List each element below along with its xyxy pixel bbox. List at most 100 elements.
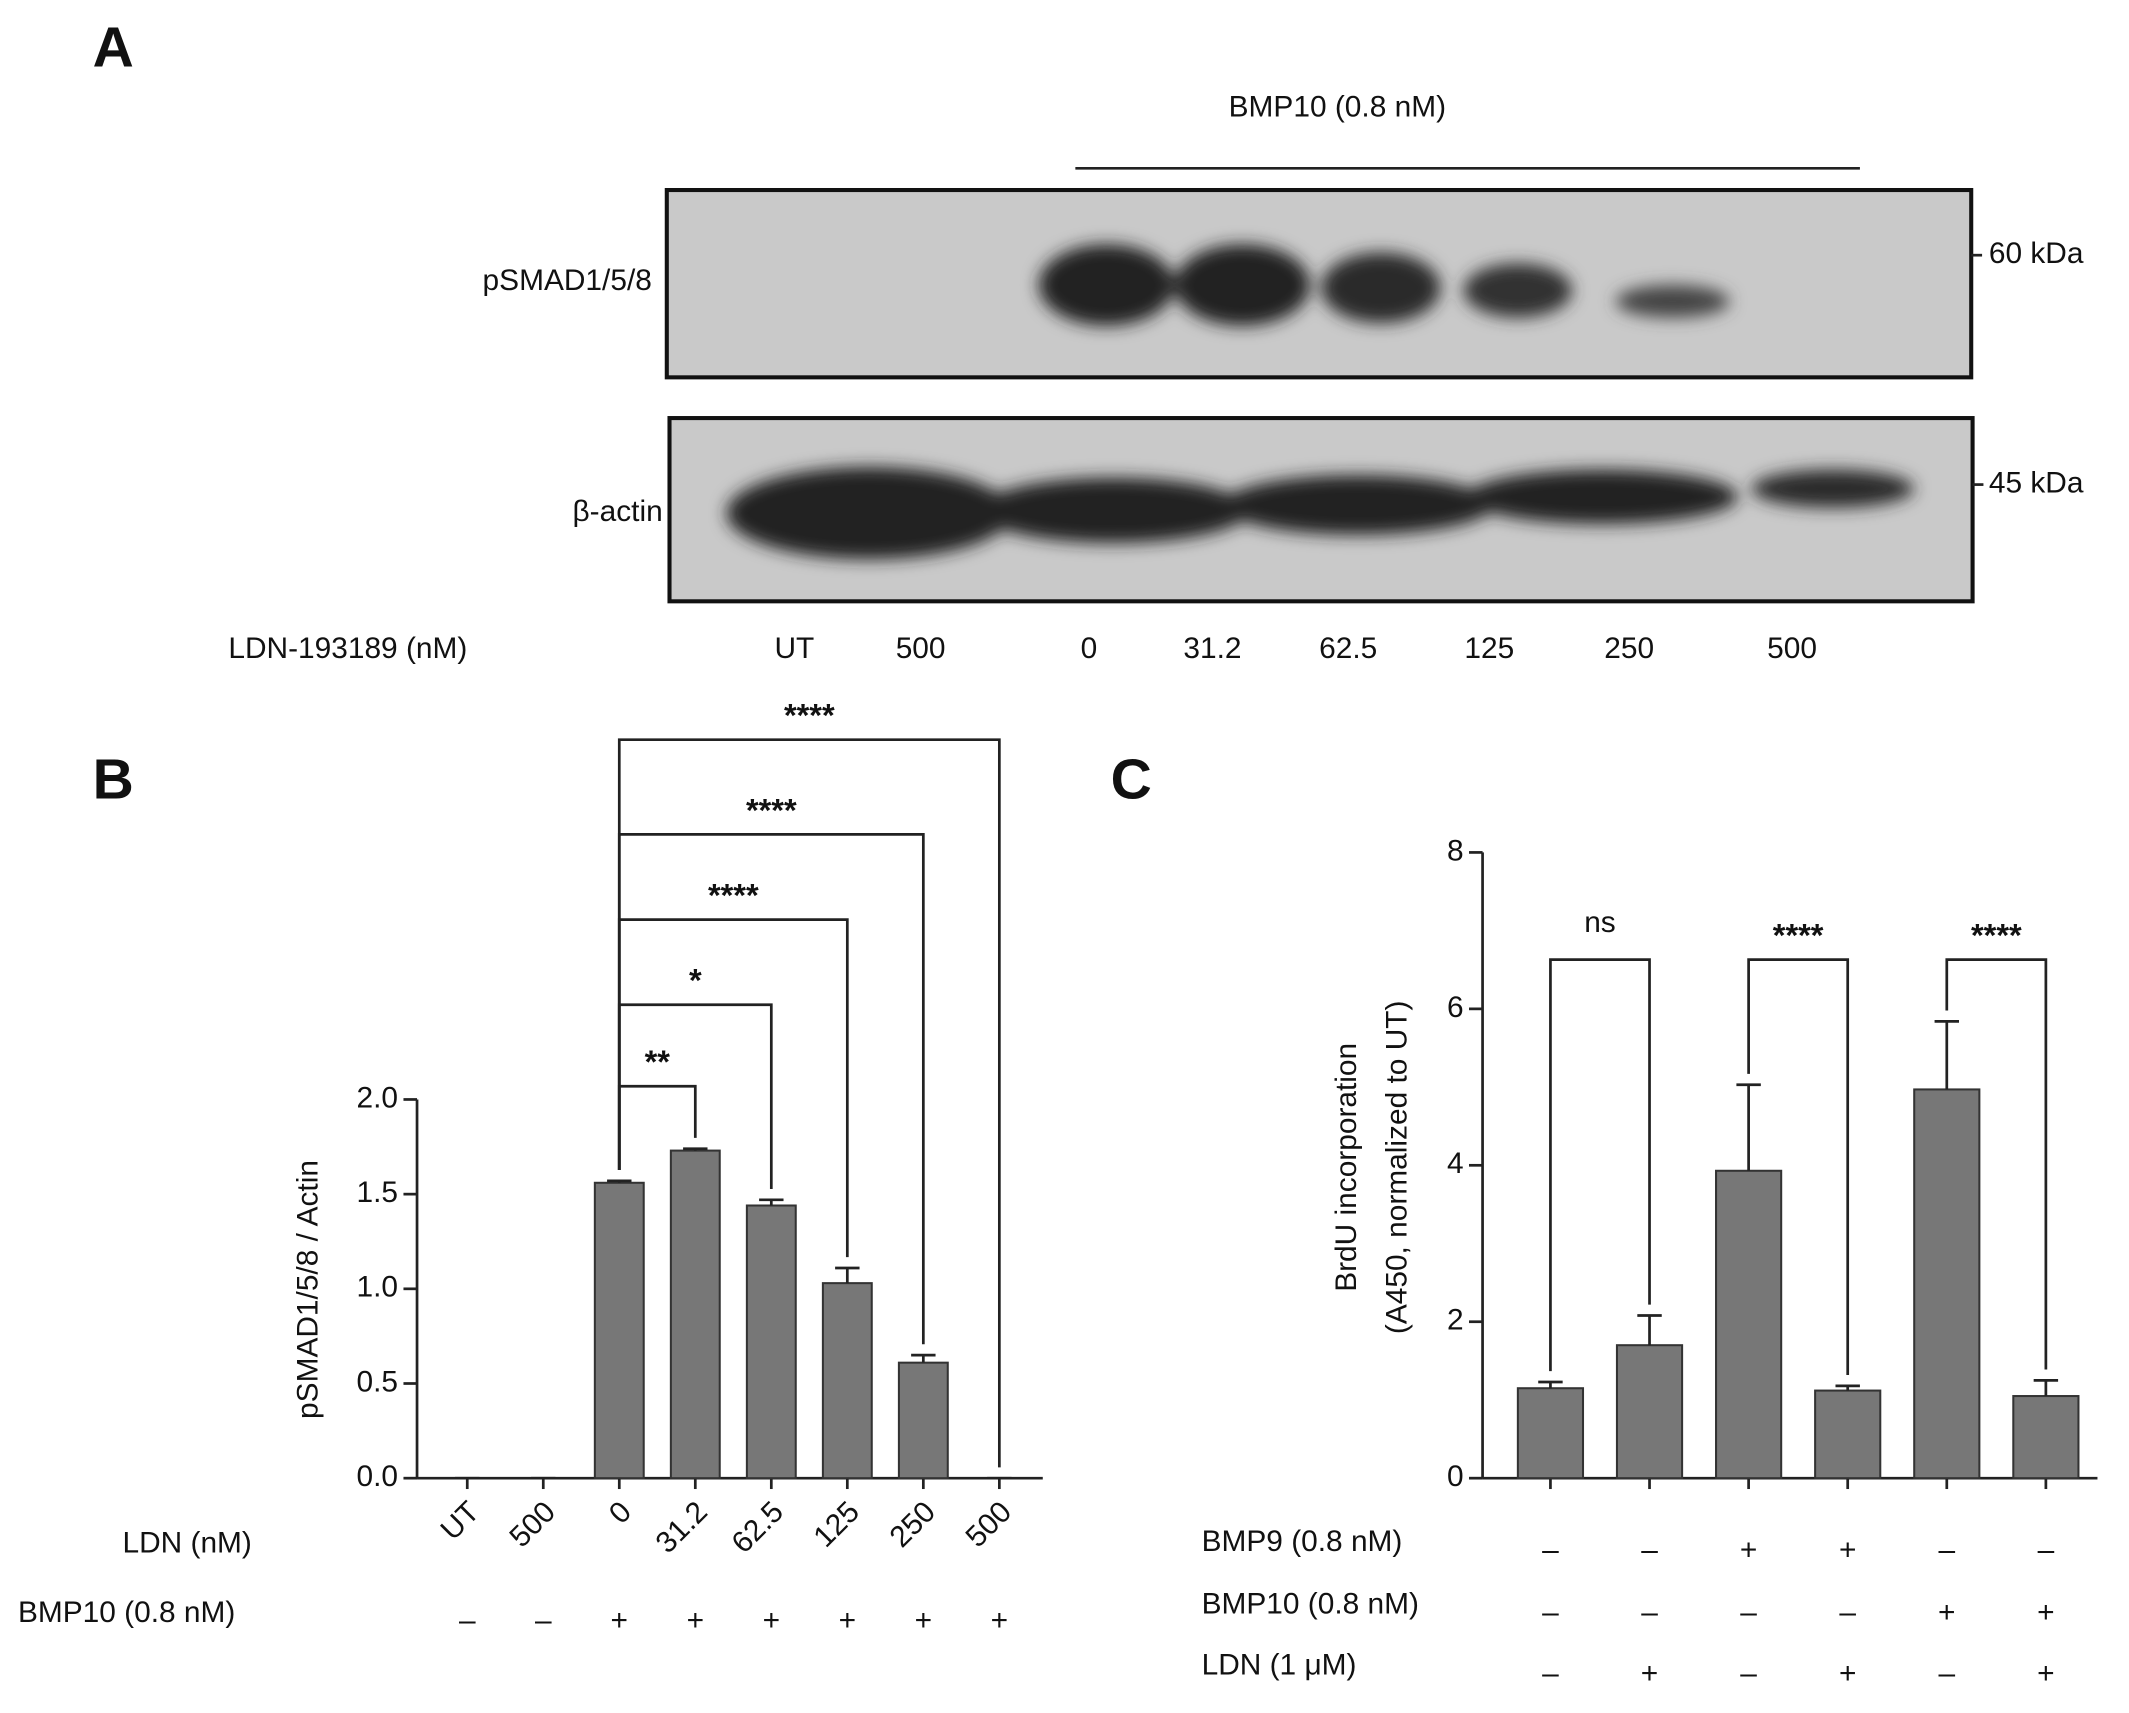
significance-label: **** <box>784 698 835 734</box>
x-tick-label: 500 <box>503 1495 562 1554</box>
error-bar <box>1736 1083 1761 1171</box>
significance-label: ** <box>645 1044 671 1080</box>
lane-label: 500 <box>1767 632 1817 665</box>
y-axis-label: (A450, normalized to UT) <box>1380 1001 1413 1335</box>
row-sign: + <box>1839 1657 1856 1690</box>
bar <box>745 1204 797 1480</box>
panel-label: C <box>1111 747 1152 811</box>
error-bar <box>911 1353 936 1363</box>
row-sign: – <box>1641 1596 1658 1629</box>
y-axis-label: BrdU incorporation <box>1330 1043 1363 1292</box>
bar <box>2012 1395 2080 1480</box>
row-sign: + <box>1839 1533 1856 1566</box>
lane-label: 250 <box>1604 632 1654 665</box>
lane-label: UT <box>774 632 814 665</box>
size-marker: 60 kDa <box>1989 237 2084 270</box>
y-tick-label: 2.0 <box>357 1081 399 1114</box>
x-tick-label: 500 <box>959 1495 1018 1554</box>
y-axis-label: pSMAD1/5/8 / Actin <box>292 1160 325 1419</box>
row-sign: – <box>1938 1657 1955 1690</box>
error-bar <box>2033 1379 2059 1397</box>
x-tick-label: 0 <box>603 1495 638 1530</box>
lane-label: 31.2 <box>1183 632 1241 665</box>
row-sign: + <box>687 1604 704 1637</box>
row-label: BMP10 (0.8 nM) <box>1202 1588 1419 1621</box>
size-marker: 45 kDa <box>1989 466 2084 499</box>
lane-label: 500 <box>896 632 946 665</box>
error-bar <box>835 1266 860 1284</box>
significance-bracket <box>1747 958 1850 1376</box>
error-bar <box>1538 1380 1563 1389</box>
row-sign: – <box>1740 1596 1757 1629</box>
row-sign: – <box>1542 1657 1559 1690</box>
row-sign: + <box>991 1604 1008 1637</box>
lane-label: 125 <box>1464 632 1514 665</box>
row-sign: – <box>1740 1657 1757 1690</box>
row-sign: + <box>1641 1657 1658 1690</box>
row-sign: + <box>611 1604 628 1637</box>
significance-bracket <box>1945 958 2048 1370</box>
row-label: BMP10 (0.8 nM) <box>18 1596 235 1629</box>
error-bar <box>1934 1020 1960 1090</box>
y-tick-label: 4 <box>1447 1147 1464 1180</box>
panel-label: B <box>93 747 134 811</box>
bar <box>593 1181 645 1480</box>
treatment-label: LDN-193189 (nM) <box>228 632 467 665</box>
significance-bracket <box>617 738 1001 1468</box>
x-tick-label: 31.2 <box>650 1495 714 1559</box>
row-sign: – <box>1938 1533 1955 1566</box>
lane-label: 62.5 <box>1319 632 1377 665</box>
row-label: BMP9 (0.8 nM) <box>1202 1525 1403 1558</box>
row-sign: – <box>1542 1596 1559 1629</box>
x-tick-label: 250 <box>883 1495 942 1554</box>
error-bar <box>759 1198 784 1206</box>
error-bar <box>1835 1384 1860 1391</box>
x-axis-label: LDN (nM) <box>122 1527 251 1560</box>
x-tick-label: 125 <box>807 1495 866 1554</box>
error-bar <box>683 1147 708 1151</box>
row-sign: + <box>763 1604 780 1637</box>
y-tick-label: 0.5 <box>357 1365 399 1398</box>
row-label: pSMAD1/5/8 <box>483 264 652 297</box>
y-tick-label: 1.0 <box>357 1271 399 1304</box>
significance-label: **** <box>1773 917 1824 953</box>
bar <box>1913 1088 1981 1480</box>
row-sign: – <box>1542 1533 1559 1566</box>
error-bar <box>607 1179 632 1183</box>
significance-label: ns <box>1584 906 1616 939</box>
row-sign: + <box>2037 1657 2054 1690</box>
y-tick-label: 0 <box>1447 1460 1464 1493</box>
row-sign: + <box>1740 1533 1757 1566</box>
bar <box>669 1149 721 1480</box>
significance-label: **** <box>708 877 759 913</box>
row-label: LDN (1 μM) <box>1202 1649 1357 1682</box>
x-tick-label: UT <box>434 1495 485 1546</box>
error-bar <box>1637 1314 1662 1346</box>
bands <box>1038 244 1730 326</box>
row-sign: – <box>535 1604 552 1637</box>
bar <box>1715 1169 1783 1480</box>
y-tick-label: 1.5 <box>357 1176 399 1209</box>
bar <box>821 1282 873 1480</box>
significance-label: **** <box>1971 917 2022 953</box>
panel-label: A <box>93 16 134 80</box>
row-sign: – <box>459 1604 476 1637</box>
row-label: β-actin <box>573 495 663 528</box>
row-sign: + <box>2037 1596 2054 1629</box>
y-tick-label: 0.0 <box>357 1460 399 1493</box>
significance-label: **** <box>746 792 797 828</box>
row-sign: + <box>915 1604 932 1637</box>
row-sign: + <box>1938 1596 1955 1629</box>
significance-bracket <box>617 918 849 1258</box>
bar <box>1516 1387 1585 1480</box>
bar <box>1814 1389 1882 1480</box>
blot-title: BMP10 (0.8 nM) <box>1229 90 1446 123</box>
bar <box>1615 1344 1684 1480</box>
blot-panel <box>664 187 1974 380</box>
y-tick-label: 8 <box>1447 834 1464 867</box>
significance-bracket <box>1549 958 1651 1372</box>
row-sign: – <box>2038 1533 2055 1566</box>
row-sign: + <box>839 1604 856 1637</box>
